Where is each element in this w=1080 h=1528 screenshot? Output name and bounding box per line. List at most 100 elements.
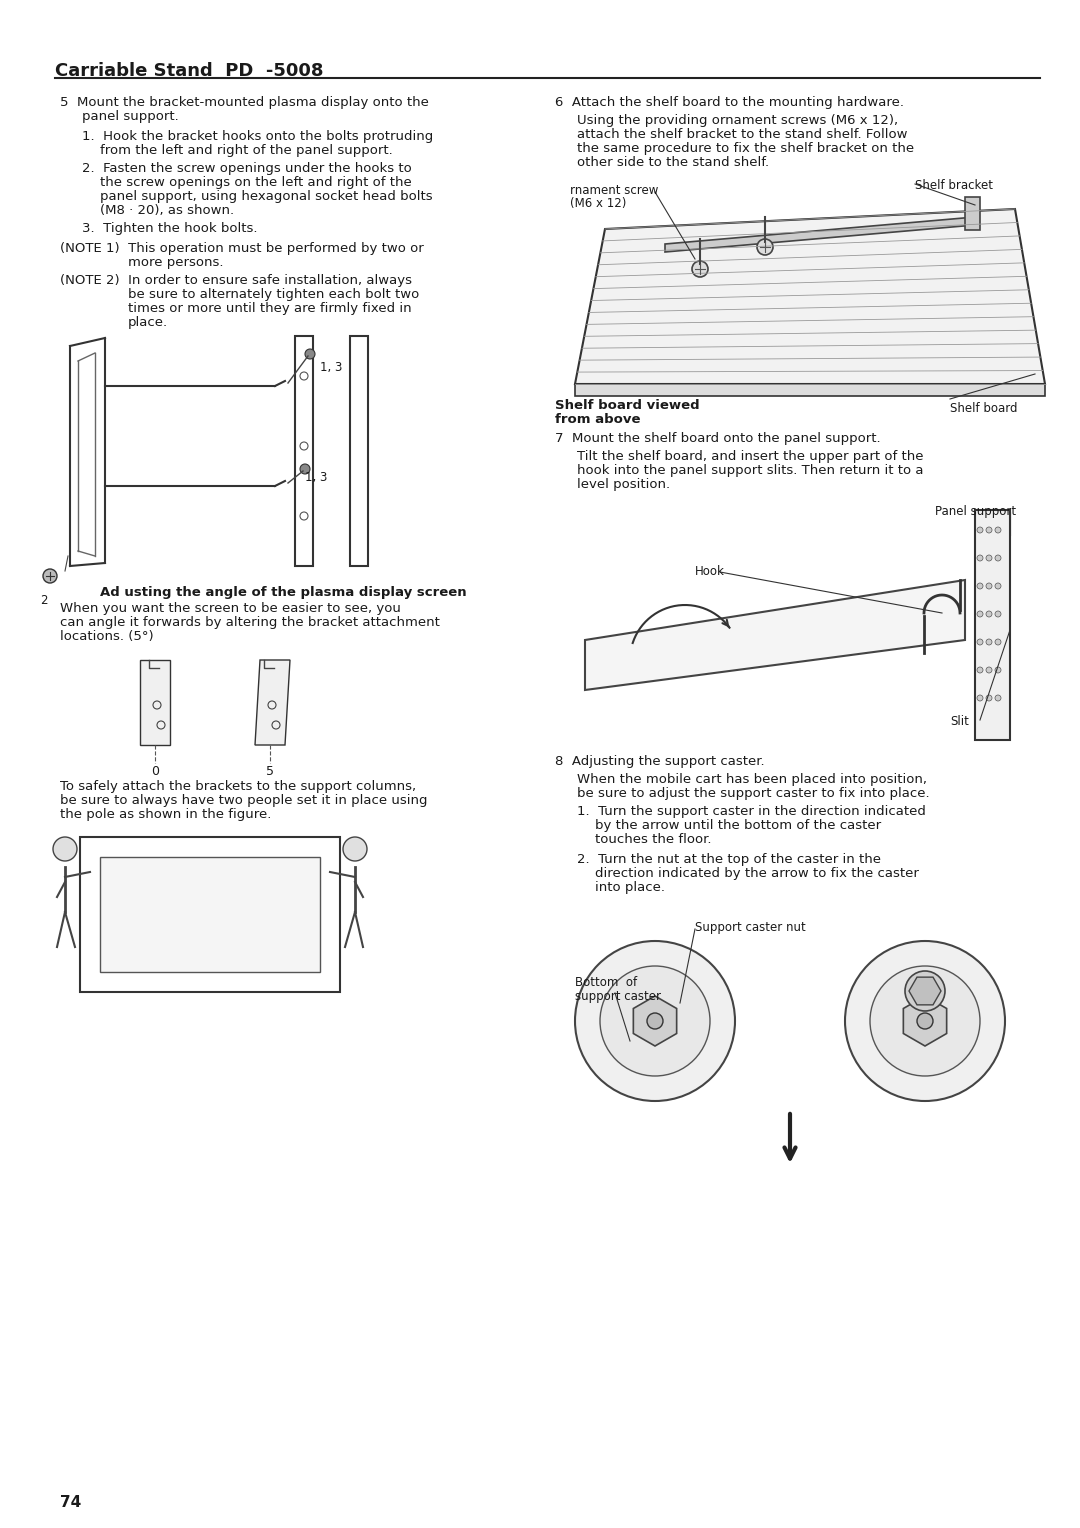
Circle shape xyxy=(995,555,1001,561)
Circle shape xyxy=(977,668,983,672)
Circle shape xyxy=(300,465,310,474)
Text: support caster: support caster xyxy=(575,990,661,1002)
Circle shape xyxy=(995,611,1001,617)
Text: 8  Adjusting the support caster.: 8 Adjusting the support caster. xyxy=(555,755,765,769)
Text: 2: 2 xyxy=(40,594,48,607)
Bar xyxy=(100,857,320,972)
Text: (M6 x 12): (M6 x 12) xyxy=(570,197,626,209)
Text: from the left and right of the panel support.: from the left and right of the panel sup… xyxy=(100,144,393,157)
Text: 5: 5 xyxy=(266,766,274,778)
Polygon shape xyxy=(585,581,966,691)
Text: attach the shelf bracket to the stand shelf. Follow: attach the shelf bracket to the stand sh… xyxy=(577,128,907,141)
Circle shape xyxy=(600,966,710,1076)
Circle shape xyxy=(995,668,1001,672)
Circle shape xyxy=(575,941,735,1102)
Polygon shape xyxy=(665,217,975,252)
Circle shape xyxy=(43,568,57,584)
Text: place.: place. xyxy=(129,316,168,329)
Text: can angle it forwards by altering the bracket attachment: can angle it forwards by altering the br… xyxy=(60,616,440,630)
Text: 1, 3: 1, 3 xyxy=(320,361,342,374)
Text: by the arrow until the bottom of the caster: by the arrow until the bottom of the cas… xyxy=(595,819,881,833)
Circle shape xyxy=(986,555,993,561)
Text: locations. (5°): locations. (5°) xyxy=(60,630,153,643)
Circle shape xyxy=(53,837,77,860)
Polygon shape xyxy=(140,660,170,746)
Text: Ad usting the angle of the plasma display screen: Ad usting the angle of the plasma displa… xyxy=(100,587,467,599)
Text: 7  Mount the shelf board onto the panel support.: 7 Mount the shelf board onto the panel s… xyxy=(555,432,880,445)
Circle shape xyxy=(905,970,945,1012)
Text: be sure to alternately tighten each bolt two: be sure to alternately tighten each bolt… xyxy=(129,287,419,301)
Text: 0: 0 xyxy=(151,766,159,778)
Text: be sure to always have two people set it in place using: be sure to always have two people set it… xyxy=(60,795,428,807)
Circle shape xyxy=(995,695,1001,701)
Circle shape xyxy=(986,611,993,617)
Circle shape xyxy=(647,1013,663,1028)
Text: 74: 74 xyxy=(60,1494,81,1510)
Circle shape xyxy=(995,639,1001,645)
Polygon shape xyxy=(903,996,947,1047)
Polygon shape xyxy=(575,209,1045,384)
Text: To safely attach the brackets to the support columns,: To safely attach the brackets to the sup… xyxy=(60,779,416,793)
Circle shape xyxy=(977,555,983,561)
Circle shape xyxy=(305,348,315,359)
Circle shape xyxy=(977,611,983,617)
Text: Tilt the shelf board, and insert the upper part of the: Tilt the shelf board, and insert the upp… xyxy=(577,451,923,463)
Text: more persons.: more persons. xyxy=(129,257,224,269)
Text: be sure to adjust the support caster to fix into place.: be sure to adjust the support caster to … xyxy=(577,787,930,801)
Bar xyxy=(295,336,313,565)
Circle shape xyxy=(986,584,993,588)
Text: hook into the panel support slits. Then return it to a: hook into the panel support slits. Then … xyxy=(577,465,923,477)
Polygon shape xyxy=(255,660,291,746)
Text: other side to the stand shelf.: other side to the stand shelf. xyxy=(577,156,769,170)
Text: Using the providing ornament screws (M6 x 12),: Using the providing ornament screws (M6 … xyxy=(577,115,899,127)
Text: 1, 3: 1, 3 xyxy=(305,471,327,484)
Text: (NOTE 2)  In order to ensure safe installation, always: (NOTE 2) In order to ensure safe install… xyxy=(60,274,411,287)
Text: rnament screw: rnament screw xyxy=(570,183,659,197)
Text: level position.: level position. xyxy=(577,478,670,490)
Text: When the mobile cart has been placed into position,: When the mobile cart has been placed int… xyxy=(577,773,927,785)
Text: Shelf bracket: Shelf bracket xyxy=(915,179,993,193)
Circle shape xyxy=(343,837,367,860)
Text: (M8 · 20), as shown.: (M8 · 20), as shown. xyxy=(100,205,234,217)
Text: Hook: Hook xyxy=(696,565,725,578)
Circle shape xyxy=(986,695,993,701)
Text: Panel support: Panel support xyxy=(935,504,1016,518)
Text: 5  Mount the bracket-mounted plasma display onto the: 5 Mount the bracket-mounted plasma displ… xyxy=(60,96,429,108)
Text: into place.: into place. xyxy=(595,882,665,894)
Polygon shape xyxy=(633,996,677,1047)
Circle shape xyxy=(870,966,980,1076)
Text: 6  Attach the shelf board to the mounting hardware.: 6 Attach the shelf board to the mounting… xyxy=(555,96,904,108)
Text: panel support.: panel support. xyxy=(82,110,179,122)
Circle shape xyxy=(757,238,773,255)
Circle shape xyxy=(692,261,708,277)
Text: the same procedure to fix the shelf bracket on the: the same procedure to fix the shelf brac… xyxy=(577,142,914,154)
Text: (NOTE 1)  This operation must be performed by two or: (NOTE 1) This operation must be performe… xyxy=(60,241,423,255)
Bar xyxy=(350,336,368,565)
Text: 1.  Turn the support caster in the direction indicated: 1. Turn the support caster in the direct… xyxy=(577,805,926,817)
Circle shape xyxy=(977,527,983,533)
Text: touches the floor.: touches the floor. xyxy=(595,833,712,847)
Text: When you want the screen to be easier to see, you: When you want the screen to be easier to… xyxy=(60,602,401,614)
Polygon shape xyxy=(575,384,1045,396)
Circle shape xyxy=(977,695,983,701)
Circle shape xyxy=(917,1013,933,1028)
Polygon shape xyxy=(966,197,980,231)
Text: Shelf board: Shelf board xyxy=(950,402,1017,416)
Circle shape xyxy=(977,639,983,645)
Text: the pole as shown in the figure.: the pole as shown in the figure. xyxy=(60,808,271,821)
Text: times or more until they are firmly fixed in: times or more until they are firmly fixe… xyxy=(129,303,411,315)
Text: 1.  Hook the bracket hooks onto the bolts protruding: 1. Hook the bracket hooks onto the bolts… xyxy=(82,130,433,144)
Circle shape xyxy=(986,639,993,645)
Bar xyxy=(80,837,340,992)
Text: Support caster nut: Support caster nut xyxy=(696,921,806,934)
Text: 2.  Fasten the screw openings under the hooks to: 2. Fasten the screw openings under the h… xyxy=(82,162,411,176)
Circle shape xyxy=(986,668,993,672)
Text: Slit: Slit xyxy=(950,715,969,727)
Text: from above: from above xyxy=(555,413,640,426)
Text: panel support, using hexagonal socket head bolts: panel support, using hexagonal socket he… xyxy=(100,189,433,203)
Circle shape xyxy=(995,527,1001,533)
Text: Bottom  of: Bottom of xyxy=(575,976,637,989)
Bar xyxy=(975,510,1010,740)
Text: 2.  Turn the nut at the top of the caster in the: 2. Turn the nut at the top of the caster… xyxy=(577,853,881,866)
Circle shape xyxy=(986,527,993,533)
